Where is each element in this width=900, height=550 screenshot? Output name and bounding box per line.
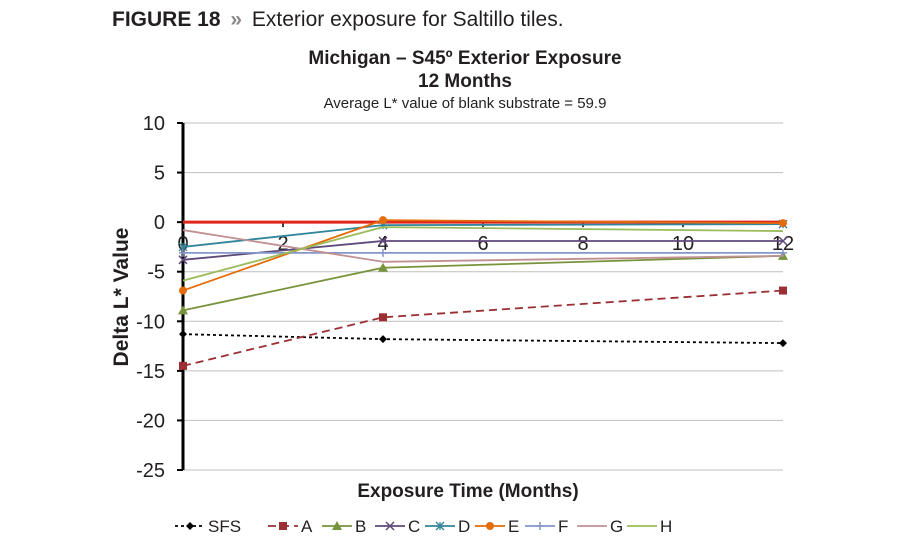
data-point-f (379, 248, 387, 257)
chart-note: Average L* value of blank substrate = 59… (323, 95, 607, 112)
y-tick-label: -5 (147, 262, 165, 284)
data-point-e (379, 216, 387, 225)
figure-caption-text: Exterior exposure for Saltillo tiles. (251, 8, 564, 31)
legend-marker-a (279, 522, 287, 530)
series-line-h (182, 226, 784, 282)
legend-label-a: A (301, 517, 313, 536)
chart-subtitle: 12 Months (418, 71, 512, 92)
data-point-b (378, 262, 388, 272)
data-point-f (179, 248, 187, 257)
figure-caption: FIGURE 18 » Exterior exposure for Saltil… (112, 8, 564, 32)
series-line-sfs (182, 333, 784, 344)
y-tick-label: -15 (136, 361, 165, 383)
y-tick-label: 10 (143, 113, 165, 135)
y-tick-label: 0 (154, 212, 165, 234)
figure-number: FIGURE 18 (112, 8, 221, 31)
legend-marker-f (536, 522, 544, 530)
legend-marker-e (486, 522, 494, 530)
data-point-sfs (179, 330, 187, 339)
data-point-sfs (779, 339, 787, 348)
legend-marker-c (385, 521, 395, 531)
y-axis-label: Delta L* Value (110, 228, 133, 367)
legend-label-h: H (660, 517, 672, 536)
legend-marker-b (332, 521, 342, 530)
x-tick-label: 12 (772, 233, 794, 255)
legend-label-c: C (408, 517, 420, 536)
series-line-b (182, 254, 784, 312)
x-tick-label: 8 (577, 233, 588, 255)
x-tick-label: 10 (672, 233, 694, 255)
data-point-c (778, 236, 788, 246)
y-tick-label: 5 (154, 163, 165, 185)
legend-label-d: D (458, 517, 470, 536)
series-line-a (182, 289, 784, 367)
data-point-a (379, 313, 387, 322)
legend-label-f: F (558, 517, 568, 536)
figure-separator: » (230, 8, 243, 31)
y-tick-label: -20 (136, 410, 165, 432)
legend-marker-sfs (186, 522, 194, 530)
data-point-e (179, 286, 187, 295)
legend-label-e: E (508, 517, 519, 536)
data-point-c (178, 255, 188, 265)
data-point-a (179, 361, 187, 370)
y-tick-label: -25 (136, 460, 165, 482)
data-point-a (779, 286, 787, 295)
x-tick-label: 2 (277, 233, 288, 255)
x-axis-label: Exposure Time (Months) (357, 481, 578, 502)
data-point-sfs (379, 335, 387, 344)
legend-label-sfs: SFS (208, 517, 241, 536)
legend-marker-d (435, 521, 445, 531)
data-point-f (779, 248, 787, 257)
data-point-b (178, 305, 188, 315)
legend-label-g: G (610, 517, 623, 536)
data-point-c (378, 236, 388, 246)
chart-title: Michigan – S45º Exterior Exposure (308, 48, 622, 69)
y-tick-label: -10 (136, 311, 165, 333)
x-tick-label: 6 (477, 233, 488, 255)
series-line-g (182, 229, 784, 263)
data-point-e (779, 219, 787, 228)
legend-label-b: B (355, 517, 366, 536)
x-tick-label: 4 (377, 233, 388, 255)
